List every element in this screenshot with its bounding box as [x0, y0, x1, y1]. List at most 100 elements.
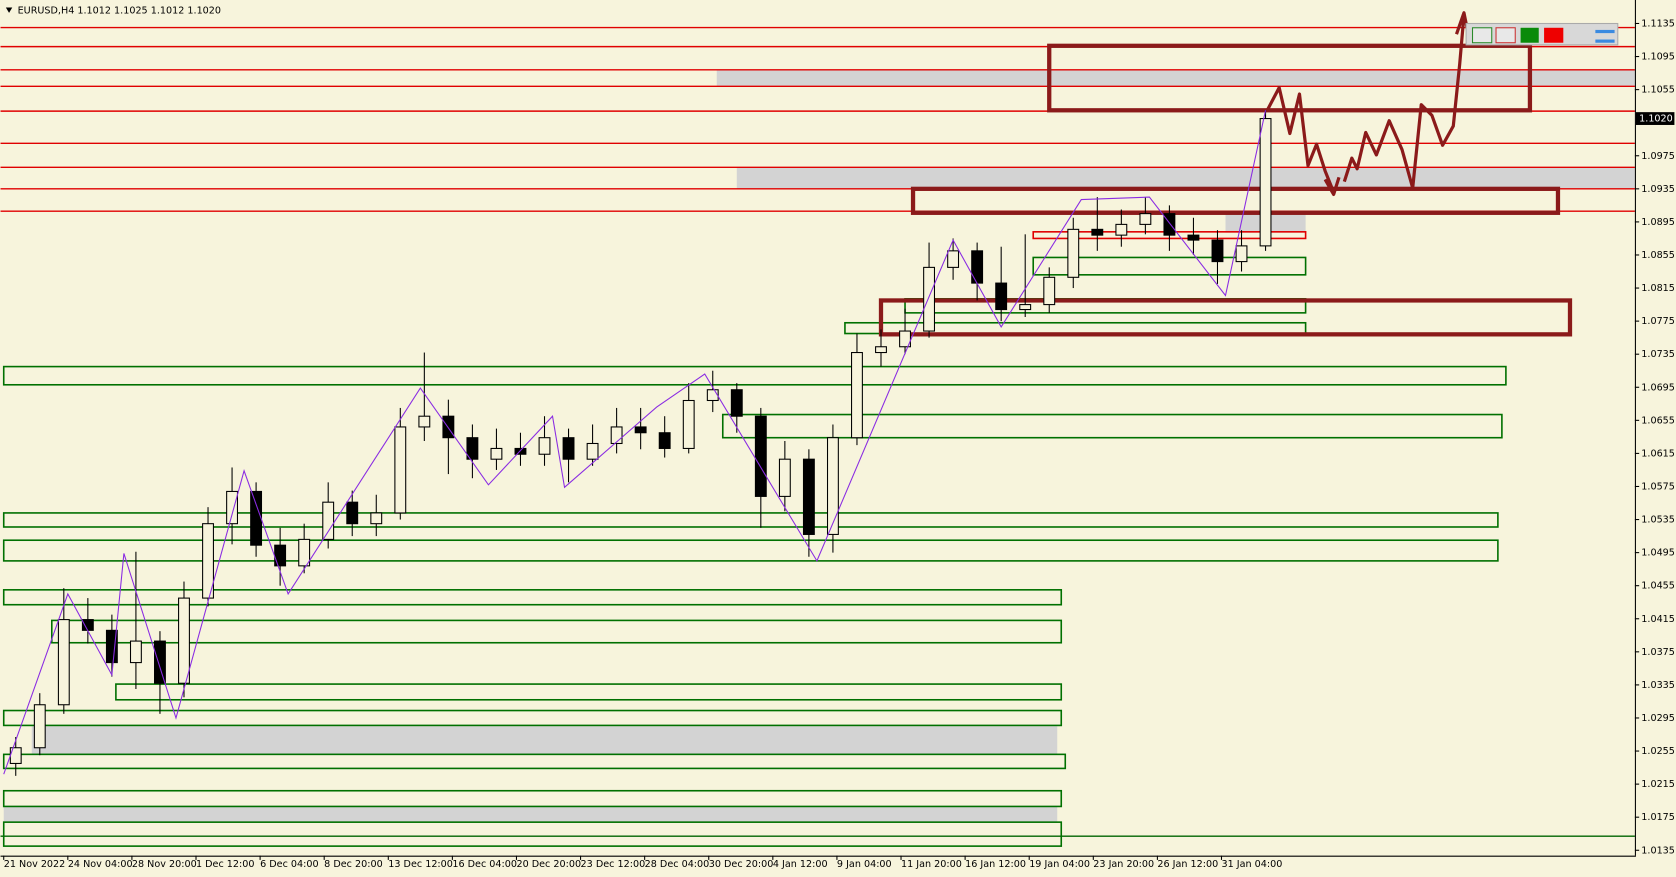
candle-body	[1091, 228, 1104, 236]
x-tick-label: 11 Jan 20:00	[901, 859, 962, 870]
price-label: 1.1020	[1639, 114, 1673, 125]
candle-body	[298, 538, 311, 567]
candle-body	[81, 619, 94, 631]
y-tick-label: 1.0535	[1641, 515, 1675, 526]
zone	[115, 683, 1063, 701]
forecast-path	[1266, 85, 1336, 193]
candle-body	[226, 490, 239, 525]
candle-body	[1235, 245, 1248, 263]
title-marker	[5, 7, 13, 13]
panel-cell	[1471, 27, 1493, 44]
x-tick-label: 20 Dec 20:00	[516, 859, 581, 870]
candle-body	[947, 250, 960, 268]
y-tick-label: 1.0375	[1641, 647, 1675, 658]
x-tick-label: 28 Nov 20:00	[132, 859, 197, 870]
zone	[721, 413, 1503, 439]
x-tick-label: 21 Nov 2022	[4, 859, 66, 870]
y-tick-label: 1.0655	[1641, 415, 1675, 426]
candle-body	[490, 447, 503, 460]
candle-body	[971, 250, 984, 284]
arrow-head	[1323, 176, 1341, 197]
candle-body	[322, 501, 335, 540]
y-tick-label: 1.0855	[1641, 250, 1675, 261]
x-tick-label: 8 Dec 20:00	[324, 859, 383, 870]
candle-body	[875, 346, 887, 354]
x-tick-label: 23 Dec 12:00	[581, 859, 646, 870]
y-tick-label: 1.0735	[1641, 349, 1675, 360]
candle-body	[442, 415, 455, 439]
candle-body	[33, 704, 46, 749]
x-tick-label: 19 Jan 04:00	[1029, 859, 1090, 870]
indicator-panel	[1465, 22, 1619, 46]
candle-body	[730, 389, 743, 417]
candle-body	[202, 523, 214, 599]
zone	[2, 512, 1499, 528]
zone	[1032, 256, 1307, 276]
x-tick-label: 24 Nov 04:00	[68, 859, 133, 870]
candle-body	[1139, 213, 1152, 225]
panel-cell	[1520, 27, 1539, 43]
candle-body	[346, 501, 359, 525]
candle-body	[562, 437, 575, 460]
y-tick-label: 1.0335	[1641, 680, 1675, 691]
gray-band	[736, 167, 1635, 189]
y-tick-label: 1.0415	[1641, 614, 1675, 625]
candle-body	[802, 458, 815, 535]
zone	[2, 365, 1507, 386]
candle-body	[57, 619, 70, 706]
y-tick-label: 1.0935	[1641, 184, 1675, 195]
candle-body	[129, 640, 142, 664]
candle-body	[1115, 223, 1128, 236]
candle-body	[706, 389, 719, 402]
zone	[910, 186, 1561, 215]
zone	[2, 821, 1063, 847]
candle-body	[634, 426, 647, 434]
candle-body	[370, 512, 383, 525]
zone	[2, 753, 1067, 770]
y-tick-label: 1.0495	[1641, 548, 1675, 559]
candle-body	[1211, 239, 1224, 263]
x-tick-label: 13 Dec 12:00	[388, 859, 453, 870]
y-tick-label: 1.0695	[1641, 382, 1675, 393]
candles	[9, 110, 1272, 776]
zigzag-line	[3, 110, 1267, 775]
y-tick-label: 1.0975	[1641, 151, 1675, 162]
y-tick-label: 1.0775	[1641, 316, 1675, 327]
zone	[2, 589, 1063, 606]
candle-body	[154, 640, 166, 684]
gray-band	[716, 69, 1635, 87]
zone	[2, 539, 1499, 562]
y-tick-label: 1.0455	[1641, 581, 1675, 592]
candle-body	[1163, 213, 1176, 236]
candle-body	[851, 352, 863, 439]
axes: 1.1135 1.1095 1.1055 1.0975 1.0935 1.0895 1.08…	[3, 18, 1675, 870]
candle-body	[658, 432, 671, 449]
forecast-path	[1342, 14, 1466, 190]
y-tick-label: 1.1055	[1641, 85, 1675, 96]
candle-body	[538, 437, 551, 455]
candle-body	[178, 597, 190, 684]
y-tick-label: 1.1135	[1641, 18, 1675, 29]
y-tick-label: 1.0215	[1641, 779, 1675, 790]
gray-band	[31, 726, 1058, 755]
candle-body	[754, 415, 767, 497]
candle-body	[995, 282, 1008, 311]
zigzag	[3, 110, 1267, 775]
x-tick-label: 16 Dec 04:00	[452, 859, 517, 870]
candle-body	[826, 437, 839, 535]
x-tick-label: 9 Jan 04:00	[837, 859, 892, 870]
y-tick-label: 1.1095	[1641, 52, 1675, 63]
candle-body	[1259, 118, 1272, 247]
forecast-drawing	[1266, 11, 1470, 197]
chart-title: EURUSD,H4 1.1012 1.1025 1.1012 1.1020	[18, 6, 221, 17]
x-tick-label: 26 Jan 12:00	[1157, 859, 1218, 870]
y-tick-label: 1.0255	[1641, 746, 1675, 757]
candle-body	[418, 415, 431, 428]
candle-body	[923, 266, 936, 332]
y-tick-label: 1.0135	[1641, 845, 1675, 856]
zone	[50, 619, 1063, 644]
candle-body	[250, 490, 263, 546]
candle-body	[274, 544, 287, 567]
